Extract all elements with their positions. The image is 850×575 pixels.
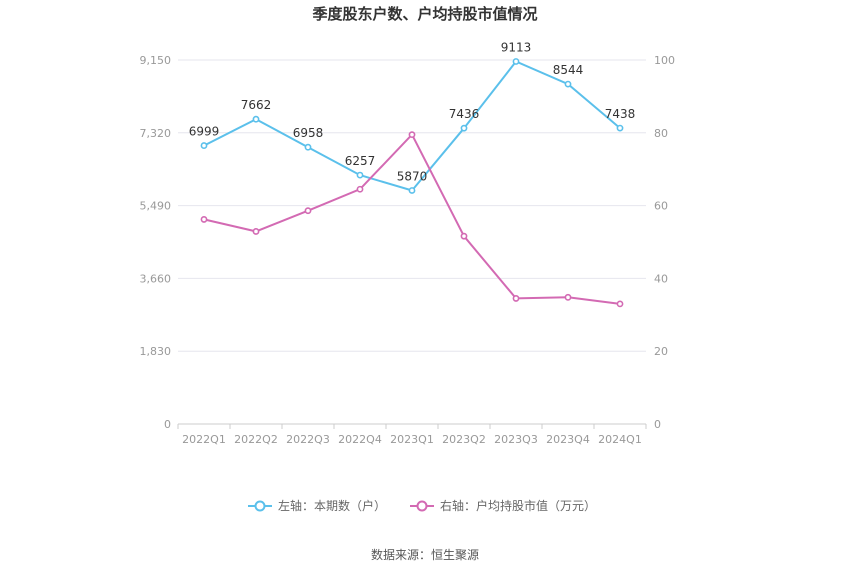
series-2-point[interactable] (408, 131, 416, 139)
grid (178, 59, 646, 352)
x-tick-label: 2023Q1 (390, 433, 434, 446)
y-right-tick-label: 20 (654, 345, 668, 358)
series-1-data-label: 6999 (189, 125, 220, 139)
y-left-tick-label: 0 (164, 418, 171, 431)
series-1-data-label: 7436 (449, 107, 480, 121)
series-1-point[interactable] (512, 58, 520, 65)
series-1-point[interactable] (616, 124, 624, 132)
series-2-point[interactable] (252, 228, 260, 235)
legend[interactable]: 左轴：本期数（户） 右轴：户均持股市值（万元） (248, 498, 596, 513)
series-1-point[interactable] (356, 171, 364, 179)
series-2-point[interactable] (304, 207, 312, 215)
x-tick-label: 2022Q2 (234, 433, 278, 446)
y-left-tick-label: 9,150 (140, 54, 172, 67)
series-2-point[interactable] (200, 216, 208, 223)
x-tick-label: 2022Q1 (182, 433, 226, 446)
series-1-data-label: 7662 (241, 98, 272, 112)
series-2-point[interactable] (356, 185, 364, 193)
x-tick-label: 2022Q4 (338, 433, 382, 446)
series-1-data-label: 6257 (345, 154, 376, 168)
y-left-tick-label: 3,660 (140, 272, 172, 285)
series-2-point[interactable] (460, 232, 468, 240)
legend-item-2[interactable]: 右轴：户均持股市值（万元） (410, 498, 596, 513)
axes: 0 1,830 3,660 5,490 7,320 9,150 0 20 40 60 80 100 20… (140, 54, 676, 446)
series-2-point[interactable] (512, 295, 520, 302)
chart-title: 季度股东户数、户均持股市值情况 (312, 5, 537, 23)
series-1-point[interactable] (304, 143, 312, 151)
series-layer: 6999 7662 6958 6257 5870 7436 9113 8544 7438 (189, 40, 636, 308)
series-1-data-label: 8544 (553, 63, 584, 77)
legend-circle-marker (416, 500, 428, 512)
series-1-point[interactable] (200, 142, 208, 149)
y-right-tick-label: 40 (654, 272, 668, 285)
y-right-tick-label: 100 (654, 54, 675, 67)
series-1-data-label: 9113 (501, 40, 532, 54)
series-1-data-label: 7438 (605, 107, 636, 121)
series-2-point[interactable] (564, 293, 572, 301)
y-left-tick-label: 7,320 (140, 127, 172, 140)
y-right-tick-label: 80 (654, 127, 668, 140)
x-tick-label: 2023Q4 (546, 433, 590, 446)
series-1-point[interactable] (460, 124, 468, 132)
series-1-point[interactable] (252, 115, 260, 123)
y-left-tick-label: 1,830 (140, 345, 172, 358)
legend-label: 左轴：本期数（户） (278, 498, 386, 513)
series-1-point[interactable] (564, 80, 572, 88)
legend-circle-marker (254, 500, 266, 512)
x-tick-label: 2023Q3 (494, 433, 538, 446)
legend-item-1[interactable]: 左轴：本期数（户） (248, 498, 386, 513)
y-right-tick-label: 60 (654, 200, 668, 213)
y-left-tick-label: 5,490 (140, 200, 172, 213)
x-tick-label: 2024Q1 (598, 433, 642, 446)
legend-label: 右轴：户均持股市值（万元） (440, 498, 596, 513)
x-tick-label: 2022Q3 (286, 433, 330, 446)
series-1-data-label: 5870 (397, 169, 428, 183)
series-2-point[interactable] (616, 300, 624, 308)
series-1-data-label: 6958 (293, 126, 324, 140)
y-right-tick-label: 0 (654, 418, 661, 431)
data-source: 数据来源：恒生聚源 (371, 547, 479, 562)
series-1-point[interactable] (408, 187, 416, 194)
x-tick-label: 2023Q2 (442, 433, 486, 446)
